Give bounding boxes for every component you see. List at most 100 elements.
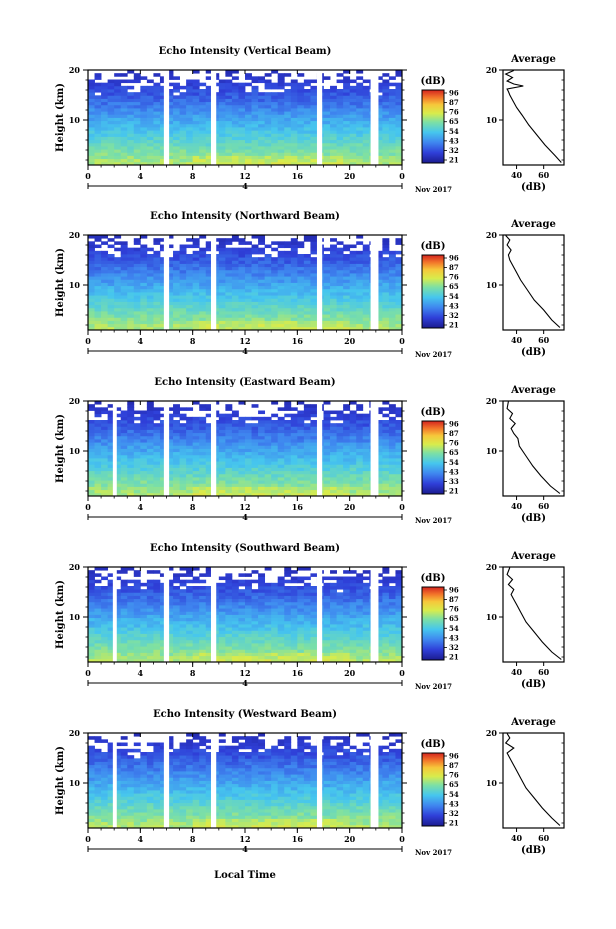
heatmap-cell [343, 480, 351, 484]
heatmap-cell [284, 467, 292, 472]
heatmap-cell [245, 448, 252, 453]
heatmap-cell [120, 646, 128, 650]
heatmap-cell [231, 314, 239, 318]
heatmap-cell [186, 120, 194, 125]
heatmap-cell [199, 605, 207, 609]
heatmap-cell [192, 636, 200, 641]
heatmap-cell [264, 423, 272, 427]
x-tick-label-eastward: 8 [190, 502, 196, 512]
heatmap-cell [303, 423, 311, 427]
heatmap-cell [245, 285, 252, 290]
heatmap-cell [225, 123, 233, 128]
heatmap-cell [271, 263, 279, 268]
heatmap-cell [388, 298, 396, 302]
x-tick-label-vertical: 0 [399, 171, 405, 181]
heatmap-cell [225, 639, 233, 644]
heatmap-cell [173, 254, 180, 258]
heatmap-cell [231, 454, 239, 459]
heatmap-cell [395, 114, 403, 118]
heatmap-cell [133, 314, 141, 318]
heatmap-cell [395, 142, 403, 147]
heatmap-cell [120, 95, 128, 99]
heatmap-cell [205, 570, 213, 574]
heatmap-cell [382, 260, 390, 264]
heatmap-cell [186, 570, 194, 574]
heatmap-cell [382, 104, 390, 109]
heatmap-cell [173, 146, 180, 150]
heatmap-cell [225, 448, 233, 453]
heatmap-cell [290, 247, 298, 252]
heatmap-cell [238, 636, 246, 641]
heatmap-cell [120, 624, 128, 628]
heatmap-cell [153, 605, 161, 609]
heatmap-cell [264, 111, 272, 115]
heatmap-cell [297, 146, 305, 150]
heatmap-cell [199, 235, 207, 239]
heatmap-cell [264, 624, 272, 628]
heatmap-cell [388, 82, 396, 87]
heatmap-cell [218, 646, 226, 650]
heatmap-cell [356, 279, 364, 283]
heatmap-cell [251, 276, 259, 280]
heatmap-cell [310, 467, 318, 472]
heatmap-cell [375, 326, 383, 331]
heatmap-cell [153, 323, 161, 328]
heatmap-cell [94, 489, 102, 494]
heatmap-cell [192, 311, 200, 315]
heatmap-cell [330, 146, 337, 150]
heatmap-cell [133, 649, 141, 653]
heatmap-cell [199, 470, 207, 475]
heatmap-cell [284, 423, 292, 427]
heatmap-cell [159, 483, 167, 487]
heatmap-cell [303, 473, 311, 478]
heatmap-cell [356, 257, 364, 261]
heatmap-cell [323, 257, 331, 261]
heatmap-cell [330, 257, 337, 261]
heatmap-cell [205, 133, 213, 137]
heatmap-cell [192, 598, 200, 603]
heatmap-cell [101, 317, 109, 321]
heatmap-cell [140, 486, 148, 491]
heatmap-cell [264, 304, 272, 309]
heatmap-cell [388, 89, 396, 93]
heatmap-cell [88, 257, 95, 261]
heatmap-cell [114, 643, 122, 647]
heatmap-cell [231, 480, 239, 484]
heatmap-cell [127, 413, 135, 418]
heatmap-cell [343, 149, 351, 153]
heatmap-cell [362, 307, 370, 312]
heatmap-cell [133, 624, 141, 628]
heatmap-cell [356, 250, 364, 255]
heatmap-cell [146, 477, 154, 481]
heatmap-cell [218, 454, 226, 459]
heatmap-cell [192, 111, 200, 115]
heatmap-cell [218, 458, 226, 462]
heatmap-cell [140, 276, 148, 280]
heatmap-cell [231, 127, 239, 131]
heatmap-cell [173, 454, 180, 459]
heatmap-cell [251, 114, 259, 118]
heatmap-cell [238, 432, 246, 437]
heatmap-cell [179, 429, 187, 434]
heatmap-cell [343, 461, 351, 465]
heatmap-cell [245, 95, 252, 99]
heatmap-cell [277, 461, 285, 465]
heatmap-cell [88, 123, 95, 128]
heatmap-cell [146, 149, 154, 153]
heatmap-cell [349, 429, 357, 434]
heatmap-cell [349, 95, 357, 99]
heatmap-cell [159, 320, 167, 325]
heatmap-cell [245, 82, 252, 87]
heatmap-cell [271, 152, 279, 156]
heatmap-cell [199, 326, 207, 331]
y-axis-label-eastward: Height (km) [55, 414, 66, 483]
heatmap-cell [238, 142, 246, 147]
heatmap-cell [303, 311, 311, 315]
heatmap-cell [146, 655, 154, 660]
heatmap-cell [205, 426, 213, 430]
heatmap-cell [120, 73, 128, 77]
heatmap-cell [140, 250, 148, 255]
heatmap-cell [133, 410, 141, 415]
heatmap-cell [153, 266, 161, 271]
